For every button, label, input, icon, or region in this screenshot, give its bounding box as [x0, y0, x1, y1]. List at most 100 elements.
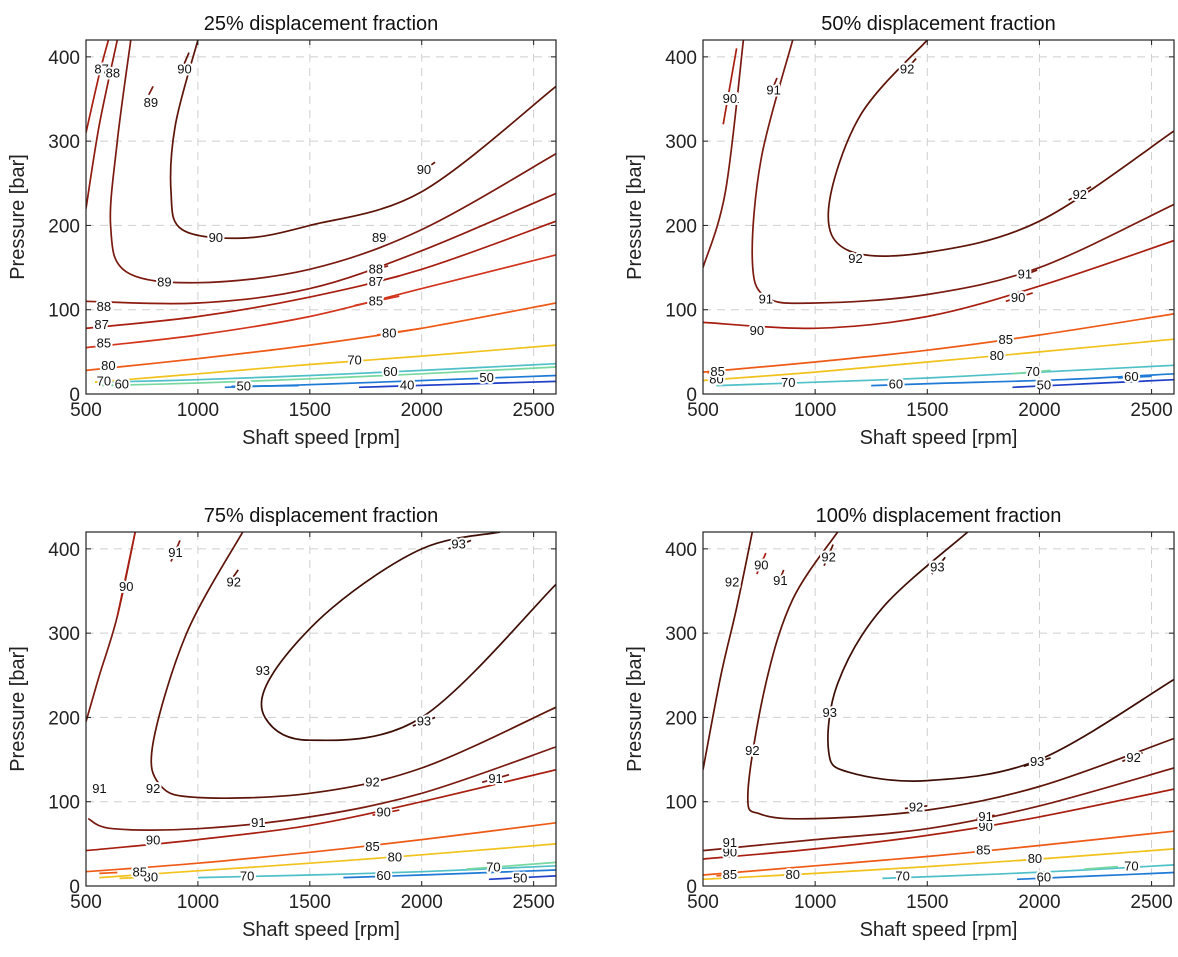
y-tick-label: 300: [665, 132, 697, 153]
y-axis-label: Pressure [bar]: [624, 646, 646, 772]
contour-label: 88: [106, 66, 120, 81]
y-tick-label: 200: [665, 708, 697, 729]
x-axis-label: Shaft speed [rpm]: [860, 427, 1018, 449]
contour-line-90: [169, 40, 556, 240]
contour-line-80: [1016, 857, 1051, 862]
x-tick-label: 2000: [1018, 400, 1060, 421]
contour-label: 50: [237, 378, 251, 393]
y-tick-label: 100: [48, 301, 80, 322]
contour-line-91: [481, 773, 510, 784]
contour-label: 90: [750, 323, 764, 338]
contour-label: 50: [513, 870, 527, 885]
x-tick-label: 2500: [1130, 892, 1172, 913]
contour-line-87: [86, 220, 556, 330]
contour-line-60: [1016, 871, 1174, 881]
x-tick-label: 2500: [512, 400, 554, 421]
contour-label: 90: [376, 805, 390, 820]
x-tick-label: 1000: [794, 892, 836, 913]
chart-title: 100% displacement fraction: [816, 505, 1062, 527]
y-tick-label: 400: [665, 540, 697, 561]
contour-line-85: [99, 871, 118, 875]
x-tick-label: 2500: [1130, 400, 1172, 421]
contour-line-85: [703, 830, 1174, 876]
contour-line-40: [358, 380, 556, 389]
x-tick-label: 1500: [906, 400, 948, 421]
contour-label: 90: [119, 579, 133, 594]
contour-line-93: [448, 539, 472, 550]
contour-line-80: [119, 876, 136, 880]
contour-line-92: [823, 544, 834, 567]
contour-line-91: [703, 40, 745, 268]
contour-line-90: [703, 788, 1174, 860]
contour-label: 91: [1018, 266, 1032, 281]
contour-label: 85: [132, 865, 146, 880]
contour-label: 85: [999, 332, 1013, 347]
contour-line-91: [1016, 269, 1038, 279]
contour-line-70: [197, 864, 556, 879]
contour-label: 70: [895, 869, 909, 884]
gridlines: [86, 532, 556, 886]
y-axis-label: Pressure [bar]: [624, 154, 646, 280]
x-axis-label: Shaft speed [rpm]: [860, 919, 1018, 941]
contour-line-90: [756, 552, 767, 575]
contour-label: 91: [759, 292, 773, 307]
x-tick-label: 1000: [177, 400, 219, 421]
contour-label: 90: [177, 62, 191, 77]
contour-label: 92: [146, 781, 160, 796]
contour-line-92: [228, 569, 239, 584]
x-tick-label: 2000: [401, 400, 443, 421]
contour-label: 92: [725, 575, 739, 590]
contour-line-90: [722, 48, 738, 125]
chart-title: 75% displacement fraction: [204, 505, 439, 527]
contour-line-85: [707, 370, 726, 374]
contour-label: 93: [930, 559, 944, 574]
y-tick-label: 400: [48, 48, 80, 69]
contour-line-70: [716, 364, 1174, 387]
contour-label: 87: [369, 274, 383, 289]
contour-label: 80: [382, 325, 396, 340]
contour-label: 90: [209, 230, 223, 245]
y-tick-label: 0: [69, 877, 80, 898]
contour-line-92: [746, 532, 1174, 820]
y-tick-label: 300: [48, 624, 80, 645]
contour-line-85: [703, 313, 1174, 373]
contour-label: 89: [157, 275, 171, 290]
contour-line-50: [488, 875, 556, 881]
contour-label: 85: [365, 839, 379, 854]
contour-line-70: [1084, 865, 1118, 870]
contour-label: 91: [723, 835, 737, 850]
contour-line-91: [776, 569, 785, 588]
x-tick-label: 2000: [1018, 892, 1060, 913]
contour-label: 60: [115, 377, 129, 392]
contour-line-70: [1012, 369, 1051, 375]
contour-label: 70: [486, 859, 500, 874]
contour-line-92: [904, 805, 928, 810]
contour-label: 80: [990, 348, 1004, 363]
x-axis-label: Shaft speed [rpm]: [242, 919, 400, 941]
contour-label: 91: [92, 781, 106, 796]
y-tick-label: 200: [48, 216, 80, 237]
contour-label: 93: [822, 705, 836, 720]
contour-line-89: [372, 235, 389, 244]
contour-line-85: [86, 821, 556, 873]
contour-label: 91: [766, 83, 780, 98]
x-axis-label: Shaft speed [rpm]: [242, 427, 400, 449]
contour-label: 92: [226, 575, 240, 590]
contour-line-93: [412, 716, 436, 727]
x-tick-label: 500: [70, 400, 102, 421]
contour-label: 91: [488, 771, 502, 786]
contour-label: 80: [101, 358, 115, 373]
y-tick-label: 400: [665, 48, 697, 69]
contour-line-89: [109, 40, 556, 284]
contour-label: 50: [479, 370, 493, 385]
contour-line-70: [882, 864, 1174, 880]
contour-label: 93: [1030, 754, 1044, 769]
contour-line-80: [703, 848, 1174, 881]
contour-label: 92: [848, 251, 862, 266]
contour-panel-4: 6070708080858590909191929292929293939390…: [624, 505, 1175, 941]
x-tick-label: 1500: [289, 892, 331, 913]
contour-line-50: [1012, 378, 1174, 389]
contour-line-85: [86, 254, 556, 349]
contour-label: 89: [372, 230, 386, 245]
